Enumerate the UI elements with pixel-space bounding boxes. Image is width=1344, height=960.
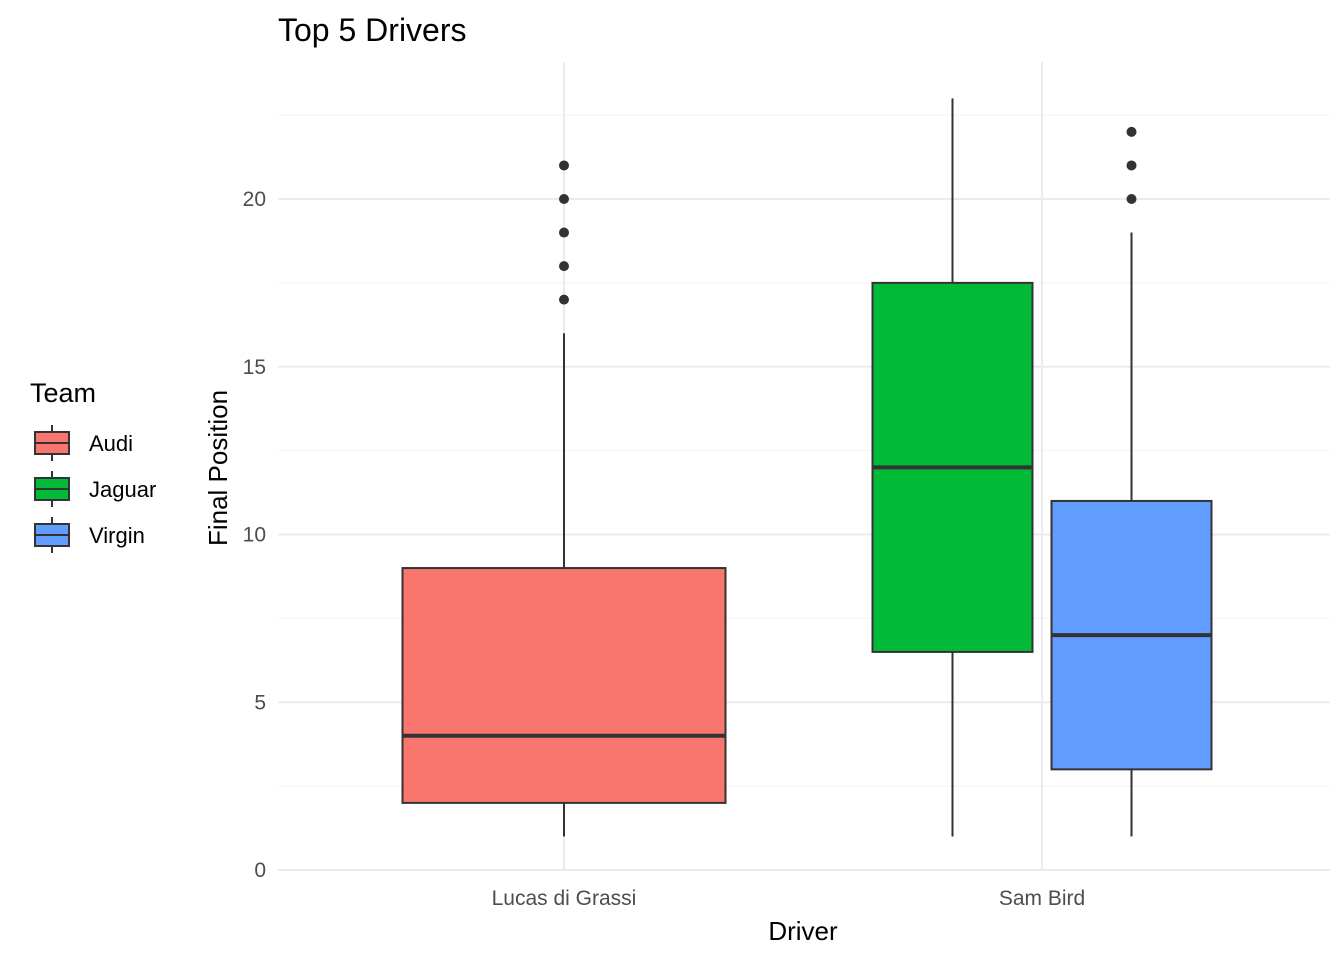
x-axis-title: Driver [768,916,838,946]
chart-title: Top 5 Drivers [278,12,467,48]
box-virgin [1050,126,1213,837]
legend-item-jaguar: Jaguar [34,471,156,507]
y-axis-title: Final Position [203,390,233,546]
box-jaguar [871,98,1034,837]
legend: Team Audi Jaguar Virgin [30,378,156,553]
legend-label: Virgin [89,523,145,548]
outlier-point [559,194,569,204]
y-axis-ticks: 0 5 10 15 20 [243,188,266,882]
box-audi [401,160,727,837]
box-iqr [401,567,727,804]
outlier-point [559,227,569,238]
outlier-point [559,261,569,272]
outlier-point [559,294,569,305]
legend-label: Jaguar [89,477,156,502]
x-tick-label: Lucas di Grassi [492,887,637,910]
y-tick-label: 5 [254,691,266,714]
x-tick-label: Sam Bird [999,887,1085,910]
outlier-point [1126,194,1137,204]
outlier-point [559,160,569,171]
x-axis-ticks: Lucas di Grassi Sam Bird [492,887,1086,910]
legend-label: Audi [89,431,133,456]
y-tick-label: 0 [254,859,266,882]
y-tick-label: 15 [243,356,266,379]
y-tick-label: 20 [243,188,266,211]
y-tick-label: 10 [243,524,266,547]
box-series [401,98,1213,837]
legend-item-virgin: Virgin [34,517,145,553]
outlier-point [1126,160,1137,171]
outlier-point [1126,126,1137,137]
legend-item-audi: Audi [34,425,133,461]
legend-title: Team [30,378,96,408]
